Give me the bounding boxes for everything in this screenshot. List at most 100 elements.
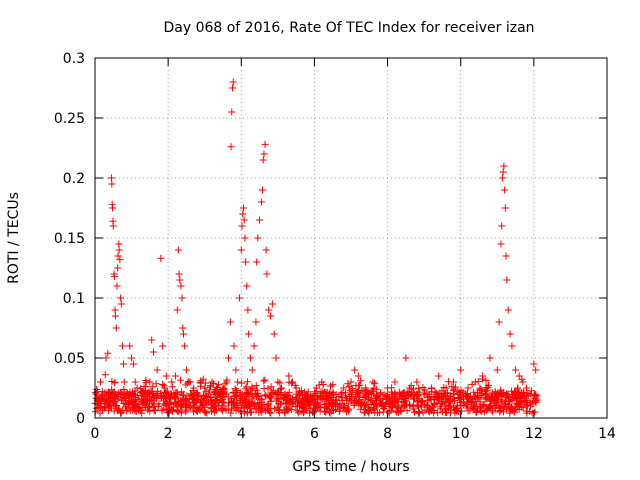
noise-marker [434, 409, 442, 417]
noise-marker [527, 387, 535, 395]
noise-marker [477, 385, 485, 393]
x-tick-label: 10 [452, 426, 470, 442]
noise-marker [198, 403, 206, 411]
noise-marker [218, 404, 226, 412]
noise-marker [470, 402, 478, 410]
data-point [227, 143, 235, 151]
data-point [285, 372, 293, 380]
noise-marker [208, 407, 216, 415]
noise-marker [277, 400, 285, 408]
grid-lines [95, 58, 607, 418]
data-point [133, 384, 141, 392]
noise-marker [381, 401, 389, 409]
data-point [106, 402, 114, 410]
noise-marker [254, 393, 262, 401]
noise-marker [271, 405, 279, 413]
noise-marker [298, 407, 306, 415]
noise-marker [132, 402, 140, 410]
data-point [500, 162, 508, 170]
data-point [180, 330, 188, 338]
data-point [226, 318, 234, 326]
noise-marker [419, 383, 427, 391]
noise-marker [522, 401, 530, 409]
data-point [164, 390, 172, 398]
data-point [109, 204, 117, 212]
data-point [267, 312, 275, 320]
data-point [128, 354, 136, 362]
data-point [354, 372, 362, 380]
data-point [232, 366, 240, 374]
noise-marker [338, 388, 346, 396]
x-tick-label: 12 [525, 426, 543, 442]
data-point [242, 258, 250, 266]
data-point [237, 246, 245, 254]
noise-marker [441, 409, 449, 417]
data-point [176, 276, 184, 284]
noise-marker [236, 396, 244, 404]
data-point [173, 306, 181, 314]
noise-marker [474, 389, 482, 397]
data-point [229, 78, 237, 86]
data-point [457, 366, 465, 374]
noise-marker [521, 397, 529, 405]
noise-marker [232, 392, 240, 400]
data-point [230, 342, 238, 350]
data-point [177, 282, 185, 290]
noise-marker [350, 400, 358, 408]
x-tick-label: 4 [237, 426, 246, 442]
noise-marker [496, 407, 504, 415]
noise-marker [241, 395, 249, 403]
data-point [114, 252, 122, 260]
noise-marker [399, 398, 407, 406]
data-point [376, 390, 384, 398]
data-point [351, 366, 359, 374]
noise-marker [346, 393, 354, 401]
data-point [464, 384, 472, 392]
noise-marker [136, 406, 144, 414]
noise-marker [482, 384, 490, 392]
noise-marker [149, 383, 157, 391]
data-point [288, 378, 296, 386]
noise-marker [307, 398, 315, 406]
noise-marker [189, 408, 197, 416]
noise-marker [395, 404, 403, 412]
noise-marker [285, 405, 293, 413]
noise-marker [515, 400, 523, 408]
noise-marker [266, 393, 274, 401]
noise-marker [531, 408, 539, 416]
noise-marker [506, 395, 514, 403]
data-point [162, 372, 170, 380]
noise-marker [177, 409, 185, 417]
data-point [259, 156, 267, 164]
noise-marker [183, 406, 191, 414]
x-tick-label: 0 [91, 426, 100, 442]
noise-marker [203, 409, 211, 417]
noise-marker [462, 400, 470, 408]
data-point [296, 390, 304, 398]
noise-marker [481, 388, 489, 396]
noise-marker [508, 387, 516, 395]
noise-marker [312, 407, 320, 415]
noise-marker [212, 402, 220, 410]
data-point [228, 108, 236, 116]
y-tick-labels: 0 0.05 0.1 0.15 0.2 0.25 0.3 [54, 51, 85, 427]
noise-marker [467, 398, 475, 406]
data-point [325, 390, 333, 398]
noise-marker [238, 379, 246, 387]
data-point [120, 360, 128, 368]
data-point [179, 324, 187, 332]
noise-marker [515, 406, 523, 414]
noise-marker [489, 408, 497, 416]
data-point [182, 366, 190, 374]
noise-marker [248, 383, 256, 391]
data-point [224, 354, 232, 362]
noise-marker [148, 396, 156, 404]
noise-marker [200, 392, 208, 400]
data-point [471, 378, 479, 386]
noise-marker [363, 388, 371, 396]
x-tick-label: 14 [598, 426, 616, 442]
noise-marker [388, 402, 396, 410]
data-point [215, 390, 223, 398]
noise-marker [421, 406, 429, 414]
chart-title: Day 068 of 2016, Rate Of TEC Index for r… [163, 20, 534, 36]
